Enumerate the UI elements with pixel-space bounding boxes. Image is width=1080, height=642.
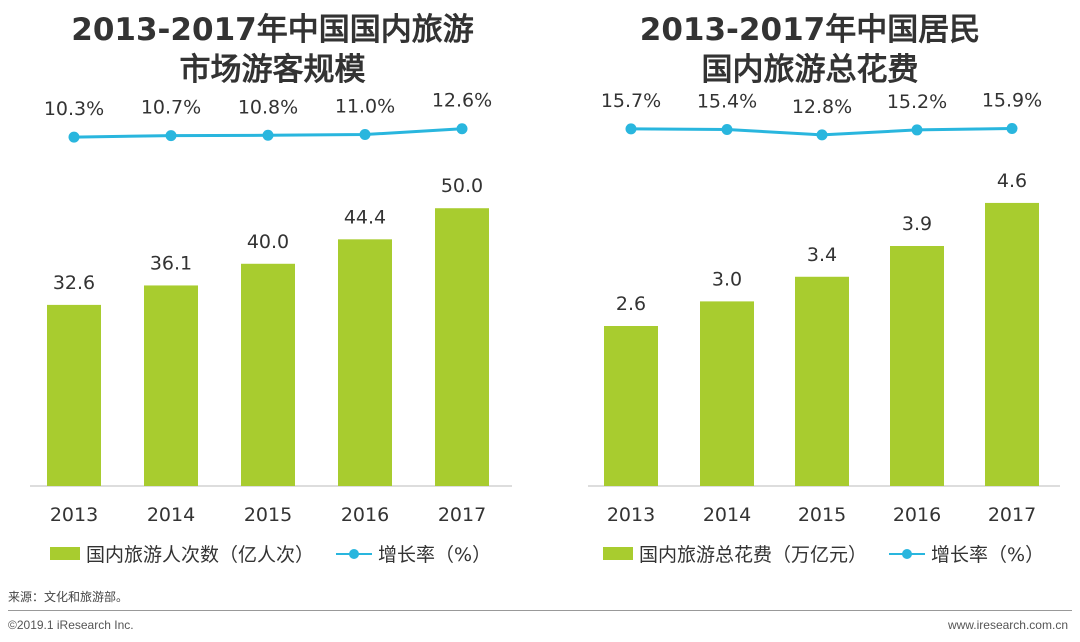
x-tick-label: 2016	[893, 504, 941, 526]
bar-2014	[144, 285, 198, 486]
bar-value-label: 40.0	[247, 231, 289, 253]
copyright: ©2019.1 iResearch Inc.	[8, 618, 134, 632]
growth-rate-label: 10.7%	[141, 97, 201, 119]
bar-2015	[241, 263, 295, 486]
bar-value-label: 4.6	[997, 170, 1027, 192]
bar-2015	[795, 276, 849, 486]
legend-line-label: 增长率（%）	[378, 544, 492, 566]
legend-bar-label: 国内旅游总花费（万亿元）	[639, 544, 868, 566]
growth-rate-label: 12.6%	[432, 90, 492, 112]
x-tick-label: 2013	[607, 504, 655, 526]
bar-2017	[435, 208, 489, 486]
legend-bar-swatch	[603, 547, 633, 560]
growth-rate-label: 10.8%	[238, 96, 298, 118]
growth-rate-label: 12.8%	[792, 96, 852, 118]
growth-rate-point-2014	[721, 124, 733, 136]
legend-line-label: 增长率（%）	[931, 544, 1045, 566]
growth-rate-label: 10.3%	[44, 98, 104, 120]
x-tick-label: 2014	[703, 504, 751, 526]
bar-value-label: 3.4	[807, 244, 837, 266]
footer-divider	[8, 610, 1072, 611]
legend-right: 国内旅游总花费（万亿元） 增长率（%）	[603, 540, 1044, 567]
legend-bar-swatch	[50, 547, 80, 560]
bar-value-label: 32.6	[53, 272, 95, 294]
source-note: 来源：文化和旅游部。	[8, 590, 129, 604]
growth-rate-point-2016	[359, 129, 371, 141]
growth-rate-label: 15.2%	[887, 91, 947, 113]
bar-2013	[47, 304, 101, 486]
chart-title-left: 2013-2017年中国国内旅游 市场游客规模	[0, 10, 545, 90]
legend-line-marker	[336, 547, 373, 561]
bar-value-label: 3.0	[712, 268, 742, 290]
growth-rate-point-2015	[262, 129, 274, 141]
growth-rate-point-2013	[625, 123, 637, 135]
bar-2016	[890, 246, 944, 486]
x-tick-label: 2015	[244, 504, 292, 526]
legend-left: 国内旅游人次数（亿人次） 增长率（%）	[50, 540, 491, 567]
x-tick-label: 2015	[798, 504, 846, 526]
x-tick-label: 2014	[147, 504, 195, 526]
bar-2017	[985, 202, 1039, 486]
chart-title-left-line2: 市场游客规模	[179, 52, 366, 88]
growth-rate-label: 15.4%	[697, 91, 757, 113]
chart-title-right: 2013-2017年中国居民 国内旅游总花费	[540, 10, 1080, 90]
growth-rate-point-2017	[456, 123, 468, 135]
website: www.iresearch.com.cn	[947, 618, 1068, 632]
chart-title-right-line1: 2013-2017年中国居民	[639, 12, 981, 48]
growth-rate-point-2016	[911, 124, 923, 136]
legend-bar-label: 国内旅游人次数（亿人次）	[86, 544, 315, 566]
growth-rate-label: 15.7%	[601, 90, 661, 112]
x-tick-label: 2017	[988, 504, 1036, 526]
chart-title-right-line2: 国内旅游总花费	[701, 52, 919, 88]
bar-value-label: 36.1	[150, 252, 192, 274]
growth-rate-label: 11.0%	[335, 96, 395, 118]
bar-2013	[604, 326, 658, 486]
bar-value-label: 3.9	[902, 213, 932, 235]
bar-2014	[700, 301, 754, 486]
legend-line-marker	[889, 547, 926, 561]
x-tick-label: 2017	[438, 504, 486, 526]
bar-value-label: 2.6	[616, 293, 646, 315]
bar-2016	[338, 239, 392, 486]
growth-rate-label: 15.9%	[982, 89, 1042, 111]
growth-rate-point-2015	[816, 129, 828, 141]
x-tick-label: 2016	[341, 504, 389, 526]
bar-value-label: 44.4	[344, 206, 386, 228]
growth-rate-point-2014	[165, 130, 177, 142]
growth-rate-point-2013	[68, 131, 80, 143]
chart-title-left-line1: 2013-2017年中国国内旅游	[71, 12, 474, 48]
x-tick-label: 2013	[50, 504, 98, 526]
bar-value-label: 50.0	[441, 175, 483, 197]
growth-rate-point-2017	[1006, 122, 1018, 134]
